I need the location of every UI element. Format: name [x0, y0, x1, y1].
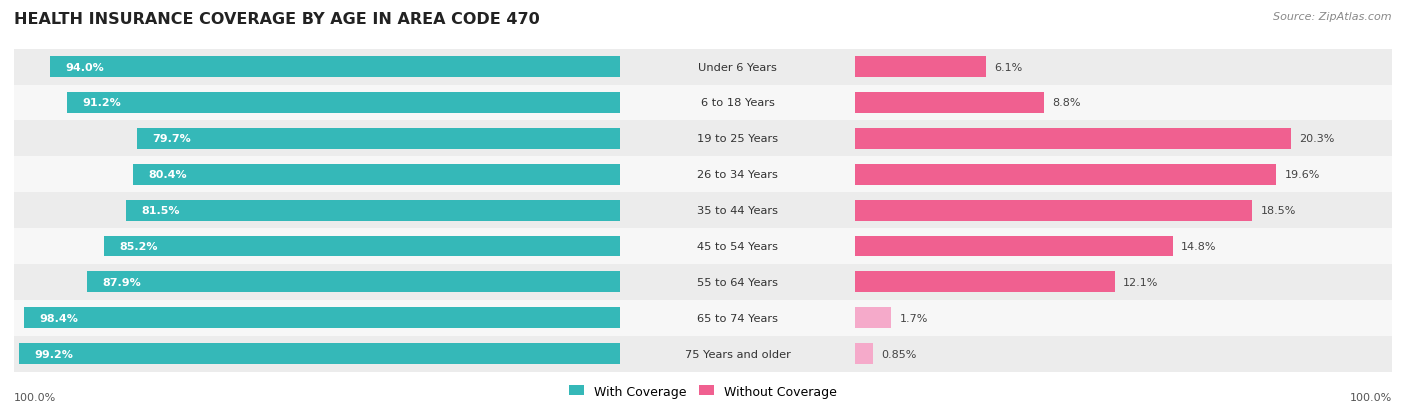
Bar — [855, 85, 1392, 121]
Text: 80.4%: 80.4% — [148, 170, 187, 180]
Bar — [14, 193, 620, 228]
Bar — [855, 129, 1291, 150]
Bar — [855, 272, 1115, 292]
Text: 91.2%: 91.2% — [83, 98, 121, 108]
Bar — [14, 50, 620, 85]
Text: 1.7%: 1.7% — [900, 313, 928, 323]
Text: 19 to 25 Years: 19 to 25 Years — [697, 134, 778, 144]
Bar — [87, 272, 620, 292]
Bar — [855, 264, 1392, 300]
Bar — [855, 236, 1173, 257]
Legend: With Coverage, Without Coverage: With Coverage, Without Coverage — [564, 380, 842, 403]
Bar — [855, 193, 1392, 228]
Bar — [14, 85, 620, 121]
Bar — [620, 300, 855, 336]
Bar — [855, 300, 1392, 336]
Text: 65 to 74 Years: 65 to 74 Years — [697, 313, 778, 323]
Bar — [620, 193, 855, 228]
Bar — [855, 228, 1392, 264]
Text: 75 Years and older: 75 Years and older — [685, 349, 790, 359]
Bar — [14, 121, 620, 157]
Text: 12.1%: 12.1% — [1123, 277, 1159, 287]
Bar — [855, 336, 1392, 372]
Text: Source: ZipAtlas.com: Source: ZipAtlas.com — [1274, 12, 1392, 22]
Bar — [855, 308, 891, 328]
Bar — [855, 157, 1392, 193]
Text: 99.2%: 99.2% — [34, 349, 73, 359]
Text: 100.0%: 100.0% — [1350, 392, 1392, 402]
Text: 55 to 64 Years: 55 to 64 Years — [697, 277, 778, 287]
Bar — [51, 57, 620, 78]
Text: 8.8%: 8.8% — [1052, 98, 1081, 108]
Bar — [67, 93, 620, 114]
Bar — [855, 200, 1253, 221]
Text: 87.9%: 87.9% — [103, 277, 142, 287]
Bar — [620, 228, 855, 264]
Text: 94.0%: 94.0% — [66, 62, 104, 72]
Bar — [127, 200, 620, 221]
Text: 20.3%: 20.3% — [1299, 134, 1334, 144]
Bar — [14, 264, 620, 300]
Bar — [14, 157, 620, 193]
Text: 6 to 18 Years: 6 to 18 Years — [700, 98, 775, 108]
Bar — [620, 121, 855, 157]
Text: 6.1%: 6.1% — [994, 62, 1022, 72]
Text: 79.7%: 79.7% — [152, 134, 191, 144]
Text: HEALTH INSURANCE COVERAGE BY AGE IN AREA CODE 470: HEALTH INSURANCE COVERAGE BY AGE IN AREA… — [14, 12, 540, 27]
Bar — [855, 164, 1275, 185]
Text: 0.85%: 0.85% — [882, 349, 917, 359]
Bar — [620, 336, 855, 372]
Bar — [14, 228, 620, 264]
Text: 14.8%: 14.8% — [1181, 242, 1216, 252]
Text: 18.5%: 18.5% — [1261, 206, 1296, 216]
Bar — [14, 300, 620, 336]
Text: 26 to 34 Years: 26 to 34 Years — [697, 170, 778, 180]
Bar — [620, 85, 855, 121]
Bar — [620, 157, 855, 193]
Text: Under 6 Years: Under 6 Years — [697, 62, 778, 72]
Bar — [18, 344, 620, 364]
Bar — [855, 121, 1392, 157]
Bar — [855, 93, 1043, 114]
Text: 35 to 44 Years: 35 to 44 Years — [697, 206, 778, 216]
Bar — [134, 164, 620, 185]
Text: 98.4%: 98.4% — [39, 313, 77, 323]
Text: 85.2%: 85.2% — [120, 242, 157, 252]
Bar — [620, 264, 855, 300]
Bar — [14, 336, 620, 372]
Bar — [855, 344, 873, 364]
Bar — [855, 57, 986, 78]
Text: 45 to 54 Years: 45 to 54 Years — [697, 242, 778, 252]
Bar — [24, 308, 620, 328]
Text: 81.5%: 81.5% — [142, 206, 180, 216]
Text: 19.6%: 19.6% — [1285, 170, 1320, 180]
Bar — [855, 50, 1392, 85]
Bar — [138, 129, 620, 150]
Bar — [104, 236, 620, 257]
Bar — [620, 50, 855, 85]
Text: 100.0%: 100.0% — [14, 392, 56, 402]
